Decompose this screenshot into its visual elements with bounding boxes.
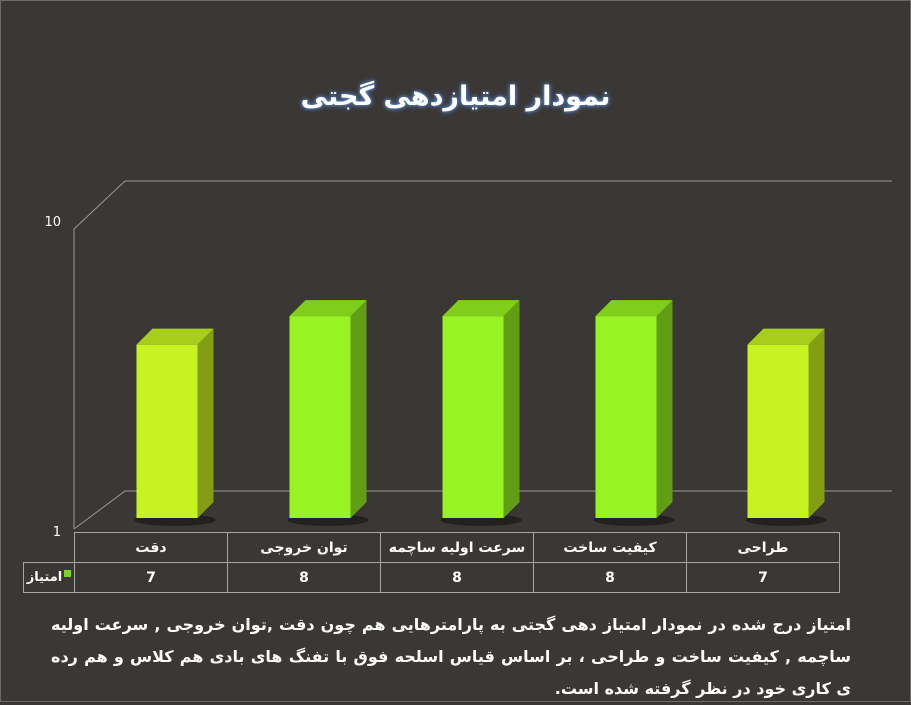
- bar-front: [747, 344, 809, 518]
- bar-top-shade: [136, 328, 214, 345]
- bar: [134, 328, 216, 526]
- data-table-header-row: دقت توان خروجی سرعت اولیه ساچمه کیفیت سا…: [23, 532, 840, 563]
- value-label: 8: [227, 562, 381, 593]
- legend-label: امتیاز: [26, 570, 63, 585]
- data-table-corner: [23, 532, 75, 563]
- data-table-values-row: امتیاز 7 8 8 8 7: [23, 562, 840, 593]
- value-label: 8: [380, 562, 534, 593]
- bar-top-shade: [442, 300, 520, 317]
- chart-title: نمودار امتیازدهی گجتی: [300, 81, 611, 112]
- legend-entry: امتیاز: [23, 562, 75, 593]
- bar: [440, 300, 522, 526]
- category-label: سرعت اولیه ساچمه: [380, 532, 534, 563]
- bar-side: [350, 300, 367, 518]
- bar-top: [747, 328, 825, 345]
- value-label: 7: [686, 562, 840, 593]
- bar-side-shade: [808, 328, 825, 518]
- gridline-top: [73, 180, 892, 230]
- bar-top-shade: [289, 300, 367, 317]
- category-label: کیفیت ساخت: [533, 532, 687, 563]
- category-label: دقت: [74, 532, 228, 563]
- category-label: طراحی: [686, 532, 840, 563]
- caption-text: امتیاز درج شده در نمودار امتیاز دهی گجتی…: [51, 615, 851, 698]
- bar-top: [595, 300, 673, 317]
- bar-side-shade: [656, 300, 673, 518]
- value-label: 7: [74, 562, 228, 593]
- bar-front: [442, 316, 504, 518]
- legend-swatch: [64, 570, 72, 577]
- bar-side: [503, 300, 520, 518]
- bar: [593, 300, 675, 526]
- bar-side: [197, 328, 214, 518]
- data-table: دقت توان خروجی سرعت اولیه ساچمه کیفیت سا…: [23, 532, 840, 593]
- bar-top-shade: [747, 328, 825, 345]
- bar-side: [656, 300, 673, 518]
- bar-side-shade: [350, 300, 367, 518]
- category-label: توان خروجی: [227, 532, 381, 563]
- bar: [745, 328, 827, 526]
- bar-front: [289, 316, 351, 518]
- bar-front: [595, 316, 657, 518]
- bar-side: [808, 328, 825, 518]
- bar-front: [136, 344, 198, 518]
- bar-top: [442, 300, 520, 317]
- bar-top-shade: [595, 300, 673, 317]
- bar-side-shade: [503, 300, 520, 518]
- bar-top: [136, 328, 214, 345]
- y-tick-label: 10: [44, 215, 61, 230]
- bar-top: [289, 300, 367, 317]
- bar: [287, 300, 369, 526]
- bar-side-shade: [197, 328, 214, 518]
- value-label: 8: [533, 562, 687, 593]
